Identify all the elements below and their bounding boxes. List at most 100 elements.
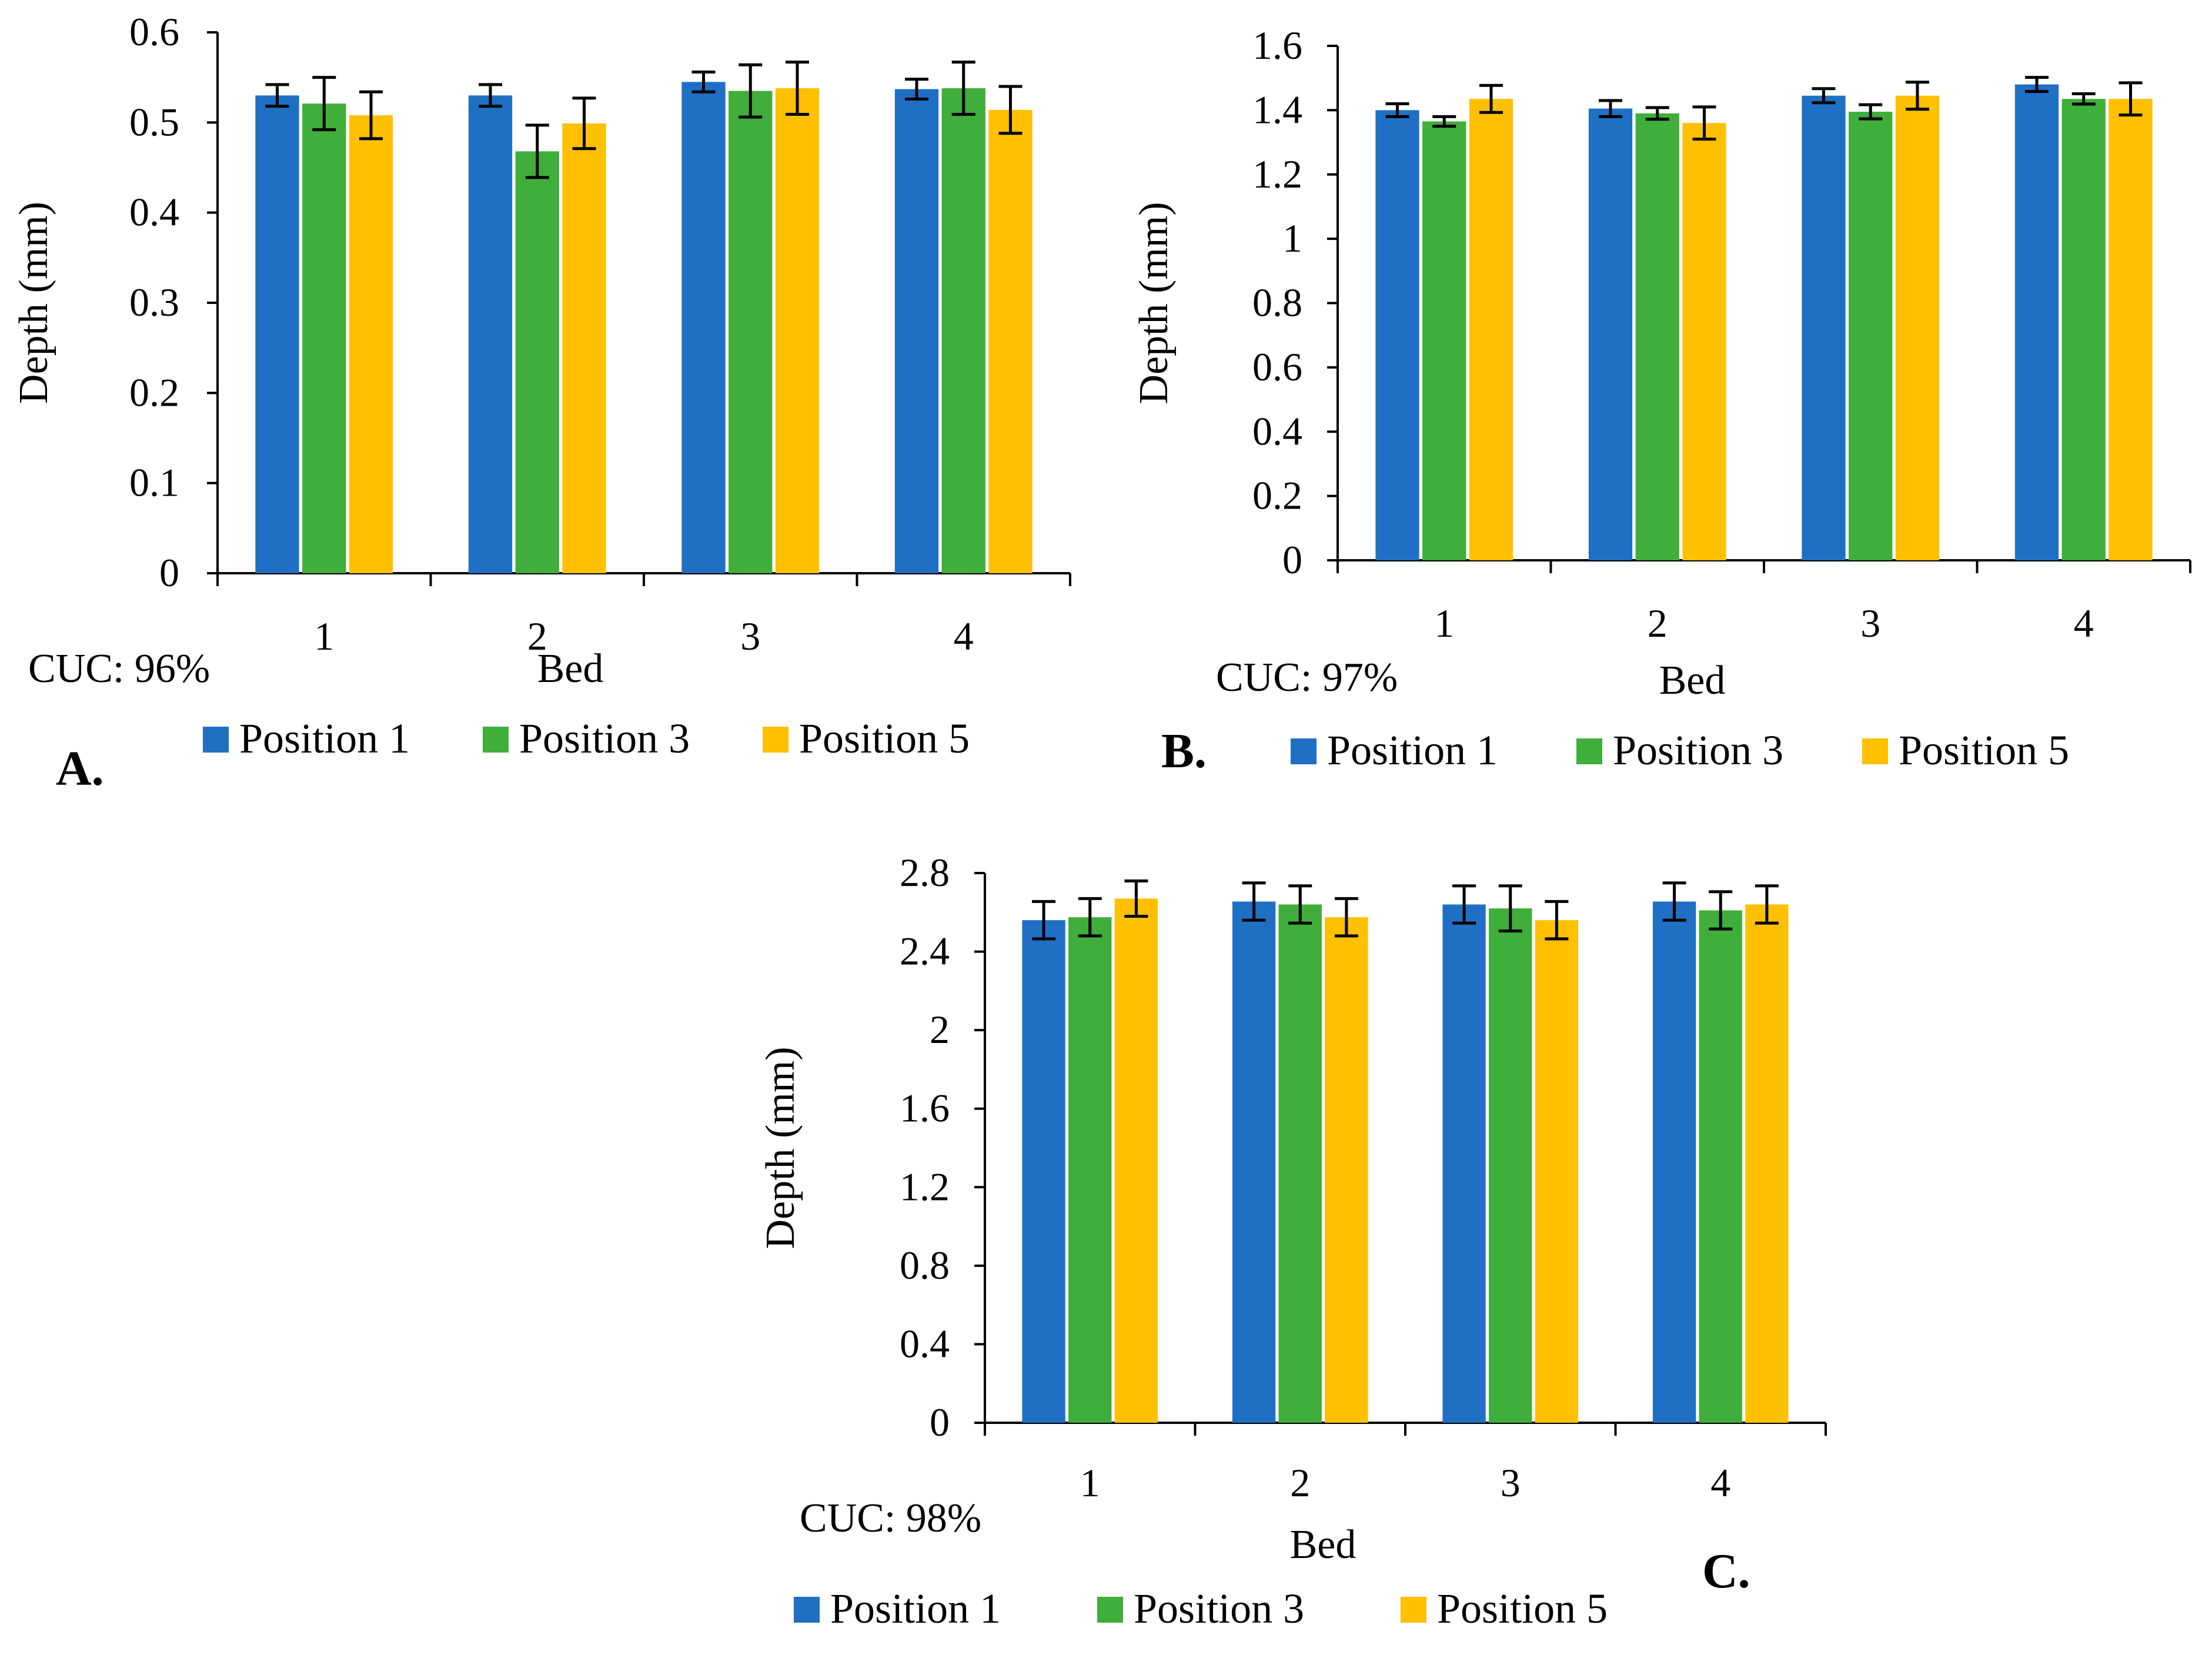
bar-b-bed4-position3 — [2061, 99, 2106, 560]
bar-c-bed4-position3 — [1699, 910, 1742, 1423]
legend-label: Position 1 — [830, 1585, 1001, 1632]
bar-a-bed3-position1 — [681, 82, 726, 574]
x-tick-label: 2 — [527, 614, 547, 658]
error-bar — [951, 61, 975, 116]
error-bar — [2025, 76, 2049, 93]
error-bar — [691, 70, 716, 93]
error-bar — [1432, 115, 1456, 128]
error-bar — [1906, 81, 1929, 111]
y-tick-label: 0.2 — [129, 370, 179, 414]
y-tick-label: 0.5 — [129, 99, 179, 144]
legend-swatch — [1291, 738, 1316, 764]
bar-c-bed2-position5 — [1325, 917, 1368, 1423]
bar-b-bed4-position1 — [2014, 84, 2059, 560]
x-tick-label: 1 — [1434, 601, 1454, 646]
bar-a-bed3-position5 — [775, 88, 820, 574]
bar-b-bed1-position5 — [1469, 99, 1513, 560]
legend-swatch — [794, 1597, 820, 1623]
y-axis-title: Depth (mm) — [11, 202, 56, 404]
cuc-label: CUC: 97% — [1216, 655, 1398, 700]
bar-b-bed1-position1 — [1375, 110, 1419, 560]
legend-label: Position 3 — [1613, 727, 1783, 774]
error-bar — [1032, 900, 1056, 941]
error-bar — [265, 83, 289, 108]
error-bar — [359, 90, 383, 141]
legend-swatch — [1401, 1597, 1426, 1623]
bar-c-bed3-position3 — [1489, 908, 1532, 1423]
error-bar — [1545, 900, 1569, 941]
bar-a-bed4-position3 — [941, 88, 985, 574]
chart-panel-a: 0 0.1 0.2 0.3 0.4 0.5 0.6 Depth (mm) 1 2 3 4 CUC: 96… — [11, 9, 1071, 796]
error-bar — [786, 61, 809, 116]
error-bar — [1479, 83, 1503, 114]
bar-b-bed3-position1 — [1802, 95, 1846, 560]
x-tick-label: 3 — [1860, 601, 1880, 646]
error-bar — [1334, 897, 1358, 938]
x-axis-title: Bed — [1290, 1522, 1356, 1567]
panel-label: A. — [56, 741, 104, 796]
x-tick-label: 1 — [314, 614, 334, 658]
y-tick-label: 0 — [159, 550, 179, 595]
bar-b-bed1-position3 — [1422, 121, 1466, 560]
y-tick-label: 0.8 — [900, 1243, 950, 1288]
y-tick-label: 0.4 — [900, 1321, 950, 1366]
y-tick-label: 0.1 — [129, 460, 179, 505]
y-tick-label: 2 — [930, 1007, 950, 1052]
bar-c-bed1-position5 — [1114, 898, 1158, 1423]
error-bar — [1812, 87, 1836, 105]
legend: Position 1 Position 3 Position 5 — [1291, 727, 2069, 774]
legend-swatch — [483, 727, 509, 753]
error-bar — [1124, 879, 1148, 918]
error-bar — [998, 85, 1023, 135]
bar-a-bed4-position5 — [988, 109, 1033, 573]
panel-label: B. — [1161, 724, 1207, 778]
bar-c-bed2-position1 — [1232, 901, 1276, 1423]
chart-panel-b: 0 0.2 0.4 0.6 0.8 1 1.2 1.4 1.6 Depth (mm) 1 2 3 4 CUC… — [1131, 23, 2191, 778]
bar-c-bed4-position1 — [1652, 901, 1696, 1423]
error-bar — [1452, 884, 1476, 925]
error-bar — [1078, 897, 1102, 938]
x-tick-label: 2 — [1648, 601, 1668, 646]
legend: Position 1 Position 3 Position 5 — [203, 715, 970, 762]
bar-c-bed1-position1 — [1022, 920, 1065, 1423]
bar-a-bed1-position3 — [302, 103, 346, 574]
bar-c-bed1-position3 — [1068, 917, 1112, 1423]
y-tick-label: 2.4 — [900, 929, 950, 974]
legend-label: Position 3 — [1134, 1585, 1304, 1632]
bar-c-bed3-position5 — [1535, 920, 1579, 1423]
bar-b-bed2-position1 — [1588, 108, 1633, 560]
legend-swatch — [1097, 1597, 1123, 1623]
error-bar — [1498, 884, 1522, 933]
cuc-label: CUC: 98% — [800, 1496, 981, 1541]
y-tick-label: 0.4 — [129, 190, 179, 235]
legend-swatch — [1862, 738, 1888, 764]
x-tick-label: 4 — [2074, 601, 2094, 646]
y-axis-title: Depth (mm) — [1131, 202, 1177, 404]
legend-label: Position 5 — [1437, 1585, 1608, 1632]
x-tick-label: 3 — [740, 614, 760, 658]
error-bar — [572, 96, 596, 151]
panel-label: C. — [1702, 1544, 1750, 1599]
y-tick-label: 0.3 — [129, 280, 179, 325]
y-tick-label: 1.6 — [900, 1086, 950, 1131]
error-bar — [1709, 890, 1733, 931]
error-bar — [739, 63, 763, 119]
legend-label: Position 5 — [1899, 727, 2069, 774]
x-tick-label: 4 — [954, 614, 974, 658]
bar-b-bed4-position5 — [2109, 99, 2153, 560]
x-tick-label: 2 — [1290, 1460, 1310, 1505]
bar-a-bed3-position3 — [729, 91, 773, 573]
y-tick-label: 1.2 — [1252, 152, 1302, 196]
error-bar — [525, 123, 549, 179]
y-tick-label: 0 — [1282, 537, 1302, 582]
error-bar — [1859, 103, 1883, 121]
x-tick-label: 3 — [1501, 1460, 1521, 1505]
y-tick-label: 1 — [1282, 216, 1302, 260]
bar-a-bed1-position1 — [255, 95, 299, 574]
y-tick-label: 0.4 — [1252, 409, 1302, 453]
legend: Position 1 Position 3 Position 5 — [794, 1585, 1608, 1632]
bar-a-bed2-position3 — [515, 151, 559, 573]
bar-a-bed1-position5 — [349, 115, 393, 574]
legend-swatch — [203, 727, 229, 753]
